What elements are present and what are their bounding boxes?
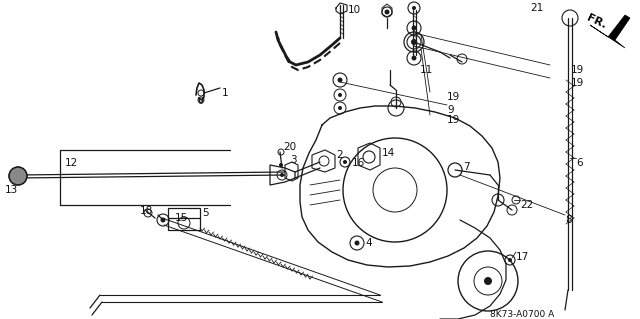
Circle shape <box>411 39 417 45</box>
Text: 7: 7 <box>463 162 470 172</box>
Text: 8: 8 <box>565 215 572 225</box>
Text: 19: 19 <box>447 115 460 125</box>
Circle shape <box>338 106 342 110</box>
Circle shape <box>385 10 390 14</box>
Circle shape <box>9 167 27 185</box>
Text: 3: 3 <box>290 155 296 165</box>
Text: 21: 21 <box>530 3 543 13</box>
Text: 13: 13 <box>5 185 19 195</box>
Polygon shape <box>590 15 630 48</box>
Circle shape <box>412 26 417 31</box>
Text: 9: 9 <box>447 105 454 115</box>
Circle shape <box>343 160 347 164</box>
Circle shape <box>484 277 492 285</box>
Circle shape <box>279 163 283 167</box>
Text: 19: 19 <box>571 78 584 88</box>
Text: 19: 19 <box>447 92 460 102</box>
Text: 14: 14 <box>382 148 396 158</box>
Text: 5: 5 <box>202 208 209 218</box>
Text: 8K73-A0700 A: 8K73-A0700 A <box>490 310 554 319</box>
Circle shape <box>412 40 417 44</box>
Text: 6: 6 <box>576 158 582 168</box>
Circle shape <box>412 56 417 61</box>
Text: 4: 4 <box>365 238 372 248</box>
Circle shape <box>337 78 342 83</box>
Text: 15: 15 <box>175 213 188 223</box>
Text: 18: 18 <box>140 206 153 216</box>
Text: 2: 2 <box>336 150 342 160</box>
Text: 12: 12 <box>65 158 78 168</box>
Circle shape <box>508 258 512 262</box>
Text: 10: 10 <box>348 5 361 15</box>
Text: 17: 17 <box>516 252 529 262</box>
Circle shape <box>161 218 166 222</box>
Circle shape <box>280 173 284 177</box>
Text: 19: 19 <box>571 65 584 75</box>
Text: FR.: FR. <box>585 13 608 31</box>
Circle shape <box>412 6 416 10</box>
Text: 22: 22 <box>520 200 533 210</box>
Circle shape <box>338 93 342 97</box>
Text: 20: 20 <box>283 142 296 152</box>
Text: 16: 16 <box>352 158 365 168</box>
Circle shape <box>355 241 360 246</box>
Text: 1: 1 <box>222 88 228 98</box>
Text: 11: 11 <box>420 65 433 75</box>
